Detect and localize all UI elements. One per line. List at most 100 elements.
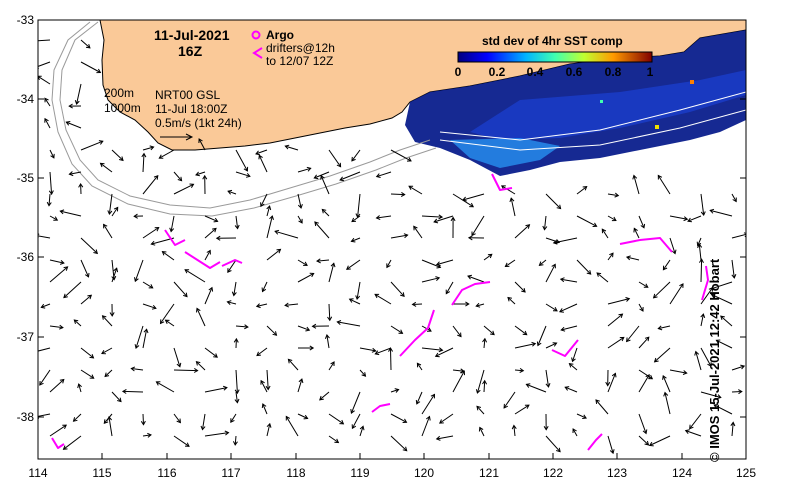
- current-arrow: [80, 369, 94, 379]
- plot-frame: [37, 19, 747, 460]
- current-arrow-head: [625, 255, 631, 261]
- current-arrow: [390, 281, 405, 297]
- current-arrow: [48, 193, 51, 206]
- current-arrow-head: [657, 325, 663, 331]
- current-arrow-head: [708, 286, 714, 292]
- current-arrow: [328, 149, 342, 167]
- current-arrow-head: [359, 425, 365, 431]
- current-arrow-head: [639, 306, 644, 312]
- current-arrow: [234, 435, 237, 445]
- current-arrow-head: [525, 224, 531, 229]
- current-arrow: [316, 259, 330, 262]
- current-arrow-head: [662, 375, 667, 380]
- current-arrow-head: [438, 214, 444, 220]
- current-arrow-head: [543, 426, 549, 431]
- current-arrow-head: [53, 216, 59, 221]
- current-arrow-head: [571, 357, 576, 363]
- sst-speckle: [690, 80, 694, 84]
- current-arrow: [260, 380, 268, 393]
- current-arrow-head: [63, 293, 68, 299]
- current-arrow: [235, 149, 248, 172]
- current-arrow: [66, 121, 82, 129]
- drifters-label: drifters@12h: [266, 41, 335, 55]
- current-arrow: [452, 370, 465, 393]
- current-arrow: [285, 145, 299, 151]
- current-arrow-head: [601, 228, 607, 234]
- current-arrow: [328, 413, 344, 425]
- lat-tick: -36: [16, 250, 34, 264]
- current-arrow-head: [592, 222, 598, 227]
- isobath-1000m: [51, 21, 437, 217]
- current-arrow: [375, 347, 392, 355]
- current-arrow-head: [133, 213, 138, 219]
- current-arrow: [654, 347, 671, 363]
- current-arrow-head: [87, 294, 93, 300]
- current-arrow: [73, 413, 82, 422]
- current-arrow-head: [478, 426, 484, 432]
- current-arrow: [173, 413, 181, 423]
- current-arrow-head: [198, 138, 203, 144]
- current-arrow: [685, 430, 702, 437]
- current-arrow: [510, 198, 516, 217]
- current-arrow: [596, 272, 609, 283]
- current-arrow-head: [269, 215, 274, 220]
- colorbar-tick: 0.8: [604, 65, 622, 79]
- current-arrow: [204, 432, 229, 437]
- current-arrow-head: [303, 414, 309, 420]
- current-arrow: [202, 413, 206, 430]
- current-arrow-head: [731, 274, 737, 279]
- current-arrow-head: [78, 182, 84, 188]
- current-arrow-head: [59, 324, 64, 330]
- current-arrow: [731, 259, 735, 278]
- current-arrow: [390, 193, 405, 196]
- current-arrow-head: [684, 429, 690, 435]
- lon-tick: 115: [92, 466, 112, 480]
- current-arrow: [38, 75, 51, 85]
- current-arrow: [49, 149, 55, 159]
- current-arrow-head: [682, 370, 688, 375]
- current-arrow: [314, 171, 330, 179]
- current-arrow-head: [183, 292, 188, 298]
- drifter-track: [619, 237, 673, 253]
- current-arrow-head: [542, 225, 548, 231]
- current-arrow-head: [374, 350, 380, 356]
- current-arrow-head: [311, 323, 317, 329]
- map-date: 11-Jul-2021: [154, 27, 230, 43]
- current-arrow: [359, 426, 364, 437]
- current-arrow-head: [272, 331, 278, 336]
- current-arrow-head: [113, 206, 119, 212]
- current-arrow-head: [400, 191, 406, 197]
- current-arrow: [376, 215, 392, 219]
- current-arrow: [328, 435, 339, 443]
- current-arrow-head: [406, 157, 412, 162]
- current-arrow-head: [231, 291, 237, 297]
- current-arrow-head: [435, 276, 441, 281]
- current-arrow-head: [195, 171, 201, 177]
- lat-tick: -33: [16, 13, 34, 27]
- current-arrow-head: [625, 297, 631, 302]
- current-arrow-head: [336, 162, 342, 168]
- current-arrow: [142, 303, 157, 309]
- current-arrow-head: [222, 385, 228, 391]
- colorbar: [457, 51, 653, 63]
- current-arrow: [328, 263, 335, 283]
- current-arrow: [63, 281, 82, 298]
- current-arrow-head: [559, 308, 564, 313]
- current-arrow-head: [62, 445, 68, 450]
- current-arrow-head: [346, 265, 351, 270]
- current-arrow: [49, 215, 58, 221]
- current-arrow-head: [234, 389, 240, 395]
- current-arrow: [700, 314, 704, 327]
- current-arrow-head: [261, 403, 267, 409]
- current-arrow: [483, 253, 493, 261]
- current-arrow: [111, 149, 124, 161]
- current-arrow-head: [274, 229, 280, 235]
- current-arrow: [38, 39, 51, 42]
- current-arrow: [695, 351, 702, 371]
- isobath-200m: [59, 21, 431, 209]
- current-arrow-head: [46, 201, 52, 207]
- current-arrow: [262, 281, 268, 292]
- current-arrow: [716, 339, 733, 349]
- current-arrow: [445, 281, 454, 294]
- current-arrow-head: [475, 389, 481, 394]
